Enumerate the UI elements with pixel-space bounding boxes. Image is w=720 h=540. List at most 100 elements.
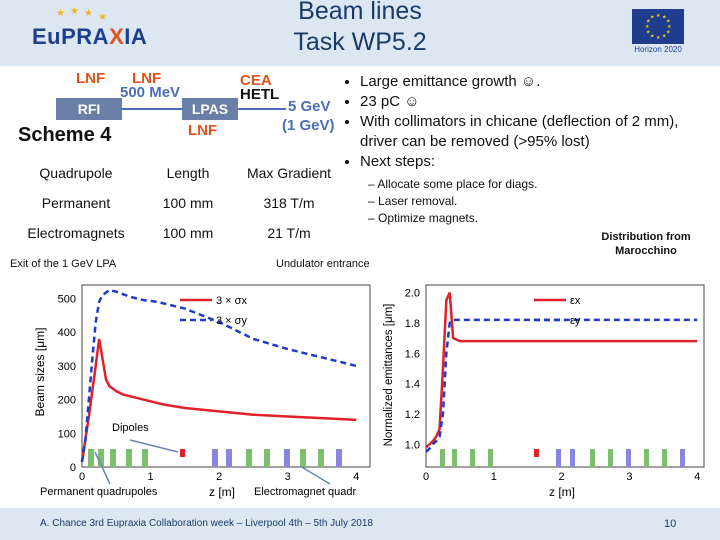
- chart2-xtick-label: 2: [559, 471, 565, 483]
- table-header-cell: Max Gradient: [246, 165, 332, 181]
- bullet-item: With collimators in chicane (deflection …: [360, 112, 710, 152]
- svg-text:★: ★: [667, 24, 672, 30]
- magnet-block: [556, 449, 561, 467]
- scheme-connector: [122, 108, 182, 110]
- chart1-ytick-label: 500: [58, 293, 76, 305]
- chart1-xtick-label: 1: [148, 471, 154, 483]
- logo-star-icon: ★: [84, 8, 93, 19]
- table-row: Permanent 100 mm 318 T/m: [8, 188, 346, 218]
- bullet-list: Large emittance growth ☺. 23 pC ☺ With c…: [340, 72, 710, 227]
- chart1-ytick-label: 300: [58, 361, 76, 373]
- table-cell: Permanent: [41, 195, 111, 211]
- magnet-block: [88, 449, 94, 467]
- chart2-ytick-label: 1.2: [405, 409, 420, 421]
- magnet-block: [608, 449, 613, 467]
- magnet-block: [246, 449, 252, 467]
- chart2-xtick-label: 3: [626, 471, 632, 483]
- chart1-ylabel: Beam sizes [μm]: [33, 328, 47, 417]
- magnet-block: [264, 449, 270, 467]
- logo-star-icon: ★: [56, 8, 65, 19]
- chart2-series-line-0: [425, 292, 698, 449]
- magnet-blocks: [440, 449, 685, 467]
- magnet-block: [142, 449, 148, 467]
- magnet-block: [470, 449, 475, 467]
- legend-label-ex: εx: [570, 295, 581, 307]
- svg-text:★: ★: [656, 35, 661, 41]
- chart2-xtick-label: 0: [423, 471, 429, 483]
- chart1-xlabel: z [m]: [209, 485, 235, 499]
- magnet-block: [98, 449, 104, 467]
- magnet-block: [300, 449, 306, 467]
- scheme-cea: CEA: [240, 72, 272, 89]
- magnet-block: [226, 449, 232, 467]
- bullet-item: 23 pC ☺: [360, 92, 710, 112]
- chart1-ytick-label: 400: [58, 327, 76, 339]
- svg-text:★: ★: [662, 15, 667, 21]
- bullet-item: Next steps:: [360, 152, 710, 172]
- chart2-series-line-1: [425, 318, 698, 453]
- svg-text:★: ★: [646, 19, 651, 25]
- permanent-quads-label: Permanent quadrupoles: [40, 486, 158, 498]
- table-row: Electromagnets 100 mm 21 T/m: [8, 218, 346, 248]
- undulator-label: Undulator entrance: [276, 258, 370, 270]
- magnet-block: [318, 449, 324, 467]
- chart2-ytick-label: 1.6: [405, 348, 420, 360]
- logo-text: EuPRAXIA: [32, 24, 148, 49]
- magnet-block: [336, 449, 342, 467]
- footer-text: A. Chance 3rd Eupraxia Collaboration wee…: [40, 518, 373, 529]
- magnet-block: [626, 449, 631, 467]
- magnet-block: [488, 449, 493, 467]
- scheme-connector: [238, 108, 286, 110]
- chart1-xtick-label: 4: [353, 471, 359, 483]
- beam-size-chart: Beam sizes [μm] z [m] 0 1 2 3 4 0 100 200 300 400…: [33, 284, 371, 499]
- sub-bullet-item: Allocate some place for diags.: [368, 176, 710, 193]
- chart1-series-line-1: [80, 288, 357, 463]
- chart2-frame: [425, 284, 705, 468]
- chart2-ytick-label: 1.8: [405, 318, 420, 330]
- chart1-xtick-label: 2: [216, 471, 222, 483]
- chart1-ytick-label: 200: [58, 395, 76, 407]
- legend-label-sigx: 3 × σx: [216, 295, 247, 307]
- scheme-label: Scheme 4: [18, 124, 112, 146]
- dipole-block: [534, 449, 539, 457]
- chart1-xtick-label: 0: [79, 471, 85, 483]
- scheme-energy-1: (1 GeV): [282, 117, 335, 134]
- table-header-row: Quadrupole Length Max Gradient: [8, 158, 346, 188]
- scheme-energy-500: 500 MeV: [120, 84, 181, 101]
- svg-text:★: ★: [650, 15, 655, 21]
- svg-text:★: ★: [646, 30, 651, 36]
- bullet-item: Large emittance growth ☺.: [360, 72, 710, 92]
- magnet-block: [590, 449, 595, 467]
- svg-text:★: ★: [662, 34, 667, 40]
- table-cell: 100 mm: [162, 225, 214, 241]
- magnet-block: [126, 449, 132, 467]
- chart2-xtick-label: 1: [491, 471, 497, 483]
- magnet-block: [570, 449, 575, 467]
- distribution-note: Distribution from Marocchino: [601, 231, 691, 257]
- chart2-ytick-label: 1.0: [405, 439, 420, 451]
- scheme-lnf-b: LNF: [132, 70, 162, 87]
- scheme-rfi-box: RFI: [56, 98, 122, 120]
- title-line-2: Task WP5.2: [293, 28, 427, 56]
- scheme-energy-5: 5 GeV: [288, 98, 331, 115]
- scheme-hetl: HETL: [240, 86, 280, 103]
- chart2-ytick-label: 2.0: [405, 288, 420, 300]
- svg-text:★: ★: [666, 19, 671, 25]
- chart2-ylabel: Normalized emittances [μm]: [383, 304, 395, 447]
- electromagnet-quads-arrow: [299, 465, 331, 485]
- permanent-quads-arrow: [94, 451, 111, 485]
- magnet-block: [284, 449, 290, 467]
- dipole-block: [180, 449, 185, 457]
- quadrupole-table: Quadrupole Length Max Gradient Permanent…: [8, 158, 346, 248]
- chart1-ytick-label: 0: [70, 462, 76, 474]
- magnet-block: [644, 449, 649, 467]
- eupraxia-logo: ★ ★ ★ ★ EuPRAXIA: [28, 6, 158, 52]
- svg-text:★: ★: [650, 34, 655, 40]
- logo-star-icon: ★: [98, 12, 107, 23]
- dipoles-arrow: [129, 439, 179, 453]
- table-cell: 318 T/m: [263, 195, 315, 211]
- eu-flag-icon: ★ ★ ★ ★ ★ ★ ★ ★ ★ ★ ★ ★: [632, 9, 684, 44]
- legend-label-sigy: 3 × σy: [216, 315, 247, 327]
- svg-text:★: ★: [656, 13, 661, 19]
